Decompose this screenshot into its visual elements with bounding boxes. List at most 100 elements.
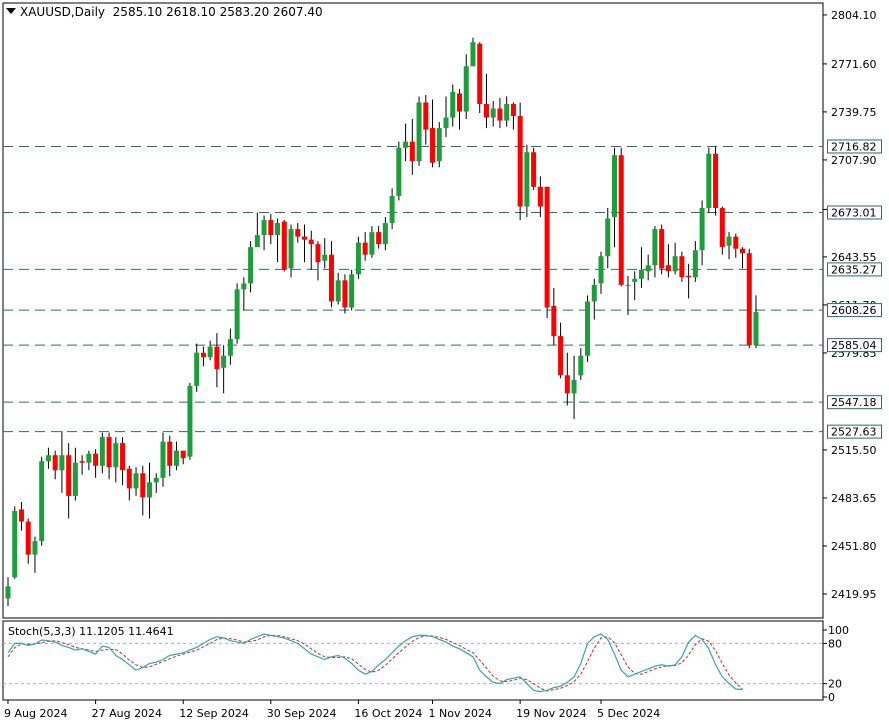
ohlc-close: 2607.40	[273, 5, 323, 19]
symbol-label: XAUUSD,Daily	[20, 5, 106, 19]
candle	[645, 254, 651, 281]
candle	[665, 244, 671, 278]
candle	[463, 54, 469, 120]
candle	[524, 144, 530, 218]
level-tag: 2547.18	[827, 395, 882, 410]
date-axis-label: 19 Nov 2024	[516, 707, 586, 720]
candle-body	[416, 102, 422, 162]
candle-body	[605, 218, 611, 257]
candle	[416, 96, 422, 166]
candle	[504, 96, 510, 127]
candle-body	[645, 265, 651, 272]
candle-body	[638, 269, 644, 279]
level-tag-label: 2527.63	[831, 426, 877, 439]
candle-body	[214, 346, 220, 370]
candle-body	[25, 521, 31, 555]
candle	[719, 206, 725, 255]
candle	[692, 241, 698, 282]
candle-body	[470, 42, 476, 67]
candle	[93, 449, 99, 478]
indicator-header: Stoch(5,3,3) 11.1205 11.4641	[8, 625, 174, 638]
date-axis-label: 9 Aug 2024	[4, 707, 67, 720]
candle-body	[517, 116, 523, 207]
level-tag: 2527.63	[827, 424, 882, 439]
candle-body	[113, 443, 119, 468]
candle	[187, 382, 193, 460]
candle	[66, 443, 72, 519]
candle-body	[32, 541, 38, 555]
candle-body	[106, 437, 112, 468]
level-tag: 2635.27	[827, 262, 882, 277]
candle	[713, 146, 719, 216]
candle	[517, 102, 523, 221]
candle	[477, 42, 483, 114]
candle	[605, 208, 611, 269]
level-tag-inner	[828, 339, 881, 352]
candle-body	[79, 461, 85, 463]
candle	[25, 518, 31, 564]
level-tag-inner	[828, 396, 881, 409]
candle-body	[268, 220, 274, 236]
candle	[625, 275, 631, 316]
candle-body	[288, 229, 294, 269]
candle-body	[281, 221, 287, 270]
candle	[551, 287, 557, 346]
candle-body	[248, 247, 254, 284]
candle-body	[632, 278, 638, 282]
level-tag: 2585.04	[827, 338, 882, 353]
candle-body	[221, 355, 227, 368]
candle-body	[679, 256, 685, 278]
candle	[382, 217, 388, 251]
candle	[5, 577, 11, 606]
candle-body	[355, 242, 361, 275]
candle	[302, 224, 308, 263]
candle-body	[423, 102, 429, 130]
candle-body	[234, 289, 240, 340]
level-tag-label: 2635.27	[831, 263, 877, 276]
candle	[328, 241, 334, 308]
candle-body	[531, 152, 537, 187]
candle-body	[403, 141, 409, 148]
candle	[268, 214, 274, 245]
candle-body	[369, 232, 375, 255]
candle-body	[342, 280, 348, 308]
price-axis-label: 2804.10	[831, 9, 877, 22]
candle	[315, 241, 321, 281]
candle	[733, 233, 739, 258]
candle	[241, 277, 247, 311]
candle	[443, 96, 449, 138]
candle-body	[558, 336, 564, 376]
candle-body	[396, 147, 402, 196]
candle	[430, 99, 436, 168]
price-axis-label: 2771.60	[831, 58, 877, 71]
candle-body	[207, 346, 213, 358]
candle-body	[430, 128, 436, 163]
candle	[436, 122, 442, 168]
candle-body	[443, 117, 449, 129]
level-tag-inner	[828, 140, 881, 153]
price-axis-label: 2739.75	[831, 106, 877, 119]
candle	[369, 226, 375, 258]
candle-body	[275, 223, 281, 236]
candle	[638, 247, 644, 288]
candle	[281, 220, 287, 272]
candle	[227, 328, 233, 365]
candle	[376, 226, 382, 249]
level-tag-label: 2716.82	[831, 140, 877, 153]
stoch-signal-line	[7, 634, 743, 692]
candle	[456, 88, 462, 130]
candle	[362, 232, 368, 261]
candle-body	[477, 43, 483, 104]
candle	[578, 348, 584, 380]
ohlc-high: 2618.10	[166, 5, 216, 19]
candle	[544, 186, 550, 319]
candle	[180, 450, 186, 465]
candle	[537, 176, 543, 218]
candle	[214, 333, 220, 388]
dropdown-triangle-icon[interactable]	[6, 8, 16, 14]
candle-body	[726, 236, 732, 246]
candle	[12, 506, 18, 579]
candle-body	[456, 93, 462, 112]
